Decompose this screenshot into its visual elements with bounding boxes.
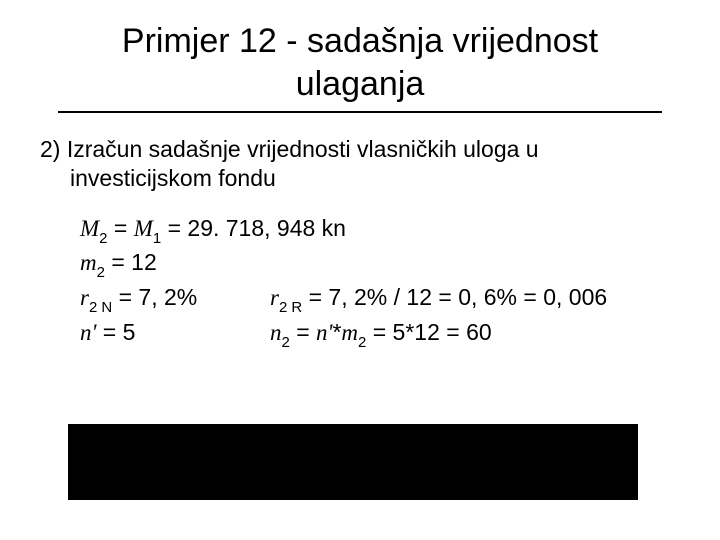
var-m2-rhs: m xyxy=(341,320,358,345)
sub-m2-rhs: 2 xyxy=(358,334,366,351)
val-nprime: = 5 xyxy=(96,319,135,345)
step-prefix: 2) xyxy=(40,136,67,162)
step-line-1: Izračun sadašnje vrijednosti vlasničkih … xyxy=(67,136,539,162)
redacted-box xyxy=(68,424,638,500)
val-r2n: = 7, 2% xyxy=(112,284,197,310)
val-r2r: = 7, 2% / 12 = 0, 6% = 0, 006 xyxy=(302,284,607,310)
title-line-1: Primjer 12 - sadašnja vrijednost xyxy=(122,22,598,60)
var-small-m2: m xyxy=(80,250,97,275)
math-block: M2 = M1 = 29. 718, 948 kn m2 = 12 r2 N =… xyxy=(0,193,720,352)
sub-m1: 1 xyxy=(153,230,161,247)
var-nprime: n' xyxy=(80,320,96,345)
math-row-r: r2 N = 7, 2%r2 R = 7, 2% / 12 = 0, 6% = … xyxy=(80,282,720,317)
math-row-n: n' = 5n2 = n'*m2 = 5*12 = 60 xyxy=(80,317,720,352)
val-m: = 29. 718, 948 kn xyxy=(161,215,346,241)
sub-r2n: 2 N xyxy=(89,299,112,316)
sub-n2: 2 xyxy=(282,334,290,351)
eq-n2: = xyxy=(290,319,316,345)
title-line-2: ulaganja xyxy=(296,65,425,103)
sub-m2: 2 xyxy=(99,230,107,247)
var-r2r: r xyxy=(270,285,279,310)
sub-small-m2: 2 xyxy=(97,264,105,281)
step-description: 2) Izračun sadašnje vrijednosti vlasničk… xyxy=(0,113,720,193)
eq-1: = xyxy=(107,215,133,241)
col-nprime: n' = 5 xyxy=(80,317,270,348)
var-nprime-rhs: n' xyxy=(316,320,332,345)
col-r2n: r2 N = 7, 2% xyxy=(80,282,270,317)
sub-r2r: 2 R xyxy=(279,299,302,316)
var-n2: n xyxy=(270,320,282,345)
var-r2n: r xyxy=(80,285,89,310)
slide-title: Primjer 12 - sadašnja vrijednost ulaganj… xyxy=(58,0,662,113)
val-small-m2: = 12 xyxy=(105,249,157,275)
math-row-m: M2 = M1 = 29. 718, 948 kn xyxy=(80,213,720,248)
var-m1: M xyxy=(134,216,153,241)
var-m2: M xyxy=(80,216,99,241)
step-line-2: investicijskom fondu xyxy=(40,164,680,193)
val-n2: = 5*12 = 60 xyxy=(366,319,491,345)
math-row-small-m: m2 = 12 xyxy=(80,247,720,282)
